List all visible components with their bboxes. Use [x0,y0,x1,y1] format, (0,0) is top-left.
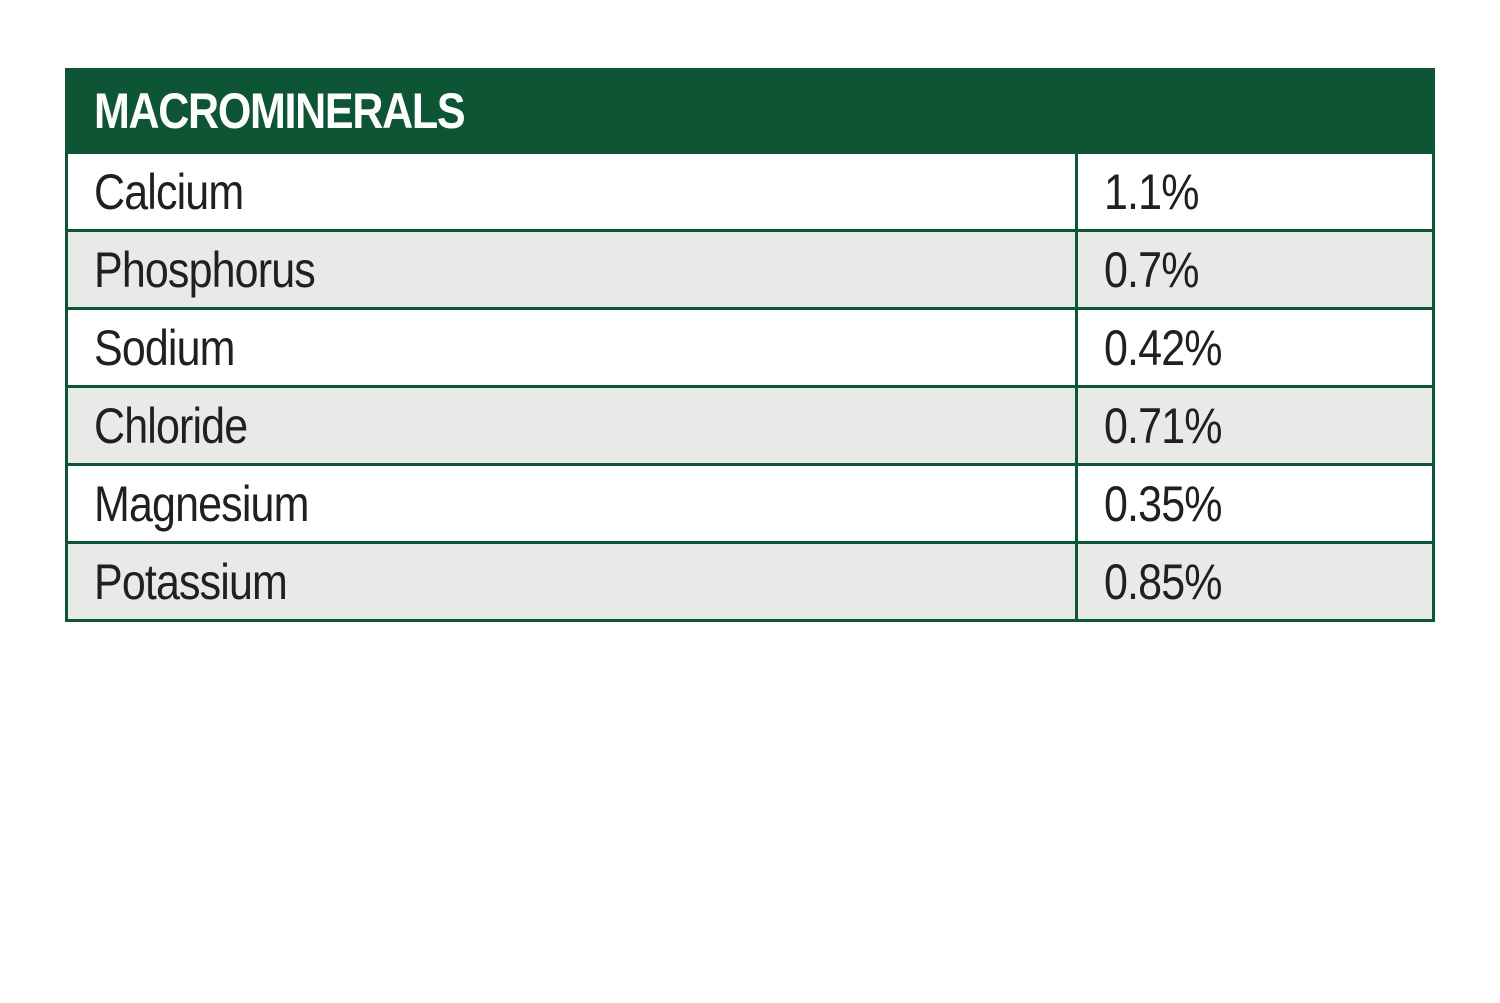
mineral-value-cell: 0.35% [1078,466,1432,541]
mineral-value-cell: 1.1% [1078,154,1432,229]
mineral-value: 0.42% [1104,319,1222,376]
table-title: MACROMINERALS [94,83,466,139]
mineral-name: Phosphorus [94,241,316,298]
mineral-value: 1.1% [1104,163,1199,220]
mineral-value: 0.71% [1104,397,1222,454]
mineral-value-cell: 0.7% [1078,232,1432,307]
mineral-name-cell: Chloride [68,388,1078,463]
table-row: Magnesium 0.35% [68,463,1432,541]
mineral-value: 0.85% [1104,553,1222,610]
mineral-name-cell: Magnesium [68,466,1078,541]
mineral-name-cell: Potassium [68,544,1078,619]
table-row: Chloride 0.71% [68,385,1432,463]
mineral-value: 0.7% [1104,241,1199,298]
mineral-name-cell: Phosphorus [68,232,1078,307]
mineral-name: Magnesium [94,475,309,532]
table-row: Phosphorus 0.7% [68,229,1432,307]
mineral-name: Sodium [94,319,235,376]
mineral-value-cell: 0.85% [1078,544,1432,619]
macrominerals-table: MACROMINERALS Calcium 1.1% Phosphorus 0.… [65,68,1435,622]
table-row: Potassium 0.85% [68,541,1432,619]
table-row: Sodium 0.42% [68,307,1432,385]
mineral-name: Chloride [94,397,248,454]
mineral-name-cell: Sodium [68,310,1078,385]
table-header: MACROMINERALS [68,71,1432,151]
table-row: Calcium 1.1% [68,151,1432,229]
mineral-value-cell: 0.71% [1078,388,1432,463]
mineral-value: 0.35% [1104,475,1222,532]
mineral-name: Calcium [94,163,244,220]
mineral-name-cell: Calcium [68,154,1078,229]
mineral-name: Potassium [94,553,288,610]
mineral-value-cell: 0.42% [1078,310,1432,385]
